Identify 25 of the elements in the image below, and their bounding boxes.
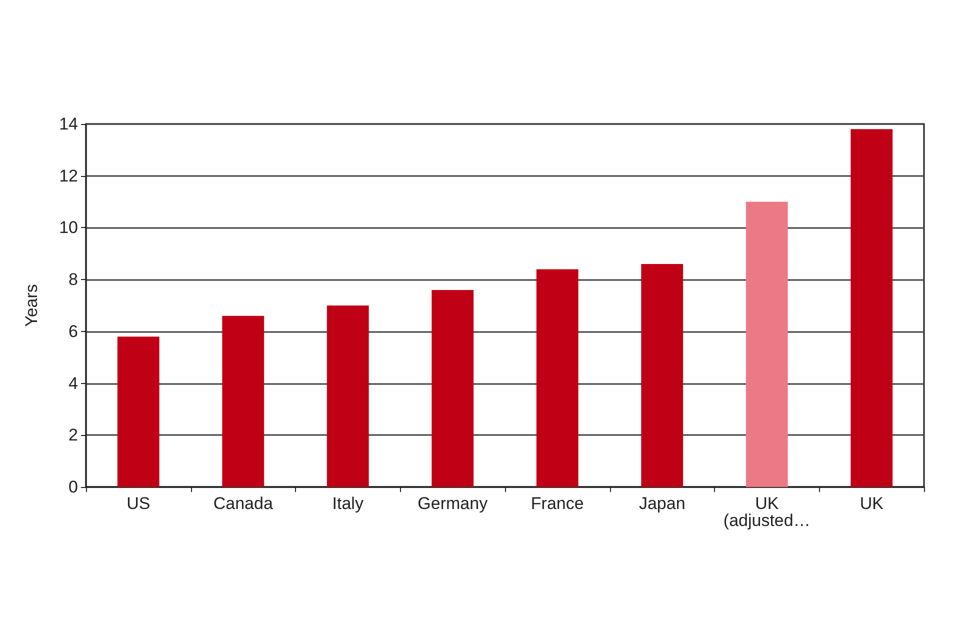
x-tick-label: Canada	[213, 494, 274, 513]
x-tick-label: Italy	[332, 494, 364, 513]
y-tick-label: 2	[68, 426, 78, 445]
x-tick-label: UK	[860, 494, 884, 513]
bar	[746, 202, 788, 487]
x-tick-label: Germany	[418, 494, 488, 513]
x-tick-label: UK (adjusted…	[723, 494, 810, 530]
y-tick-label: 12	[59, 166, 78, 186]
x-tick-label: France	[530, 494, 584, 513]
bar	[326, 306, 369, 487]
y-tick-label: 8	[68, 270, 78, 290]
y-tick-label: 4	[68, 374, 78, 393]
y-tick-label: 6	[68, 322, 78, 341]
bar	[432, 290, 474, 487]
y-tick-label: 0	[68, 478, 78, 496]
y-tick-label: 14	[59, 114, 78, 134]
bar	[222, 316, 264, 487]
y-tick-label: 10	[59, 218, 78, 238]
bar	[536, 269, 578, 487]
bar	[850, 129, 893, 487]
bar	[117, 336, 160, 487]
bar	[641, 264, 684, 487]
y-axis-title: Years	[22, 284, 41, 327]
x-tick-label: Japan	[638, 494, 686, 513]
x-tick-label: US	[126, 494, 150, 513]
